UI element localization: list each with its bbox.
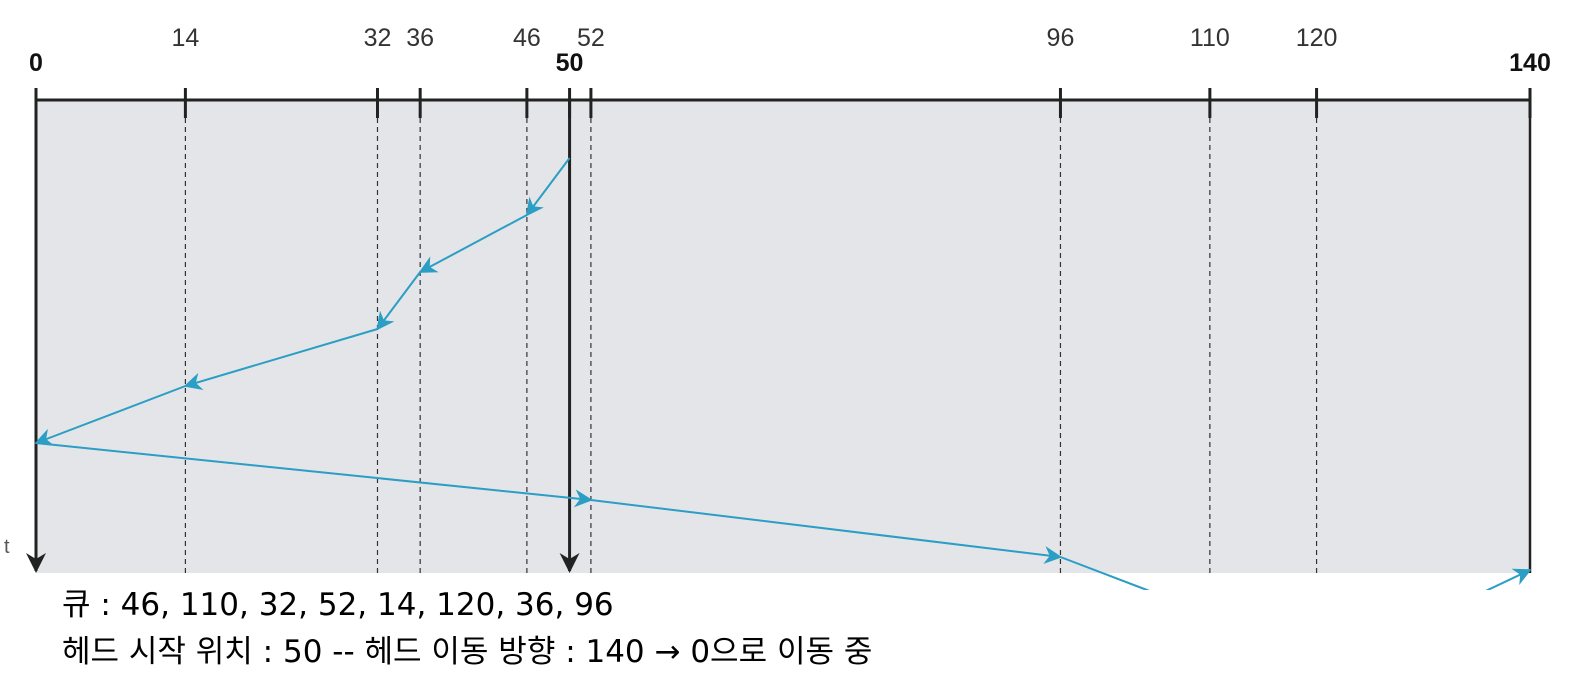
head-move-50-to-46 [525, 157, 571, 217]
tick-label-14: 14 [171, 24, 199, 52]
head-direction-caption: 헤드 시작 위치 : 50 -- 헤드 이동 방향 : 140 → 0으로 이동… [62, 634, 873, 670]
head-move-36-to-32 [376, 271, 421, 331]
head-move-32-to-14 [183, 328, 378, 391]
request-queue-caption: 큐 : 46, 110, 32, 52, 14, 120, 36, 96 [62, 587, 614, 623]
tick-label-120: 120 [1296, 24, 1338, 52]
diagram-background [36, 100, 1530, 573]
head-move-46-to-36 [418, 214, 528, 273]
tick-label-96: 96 [1047, 24, 1075, 52]
head-move-14-to-0 [34, 385, 186, 446]
time-axis-label: t [4, 536, 10, 558]
tick-label-140: 140 [1509, 49, 1551, 77]
head-move-0-to-52 [35, 442, 593, 508]
head-move-96-to-110 [1060, 556, 1150, 590]
head-move-120-to-140 [1485, 568, 1532, 590]
head-move-52-to-96 [590, 499, 1063, 564]
tick-label-52: 52 [577, 24, 605, 52]
tick-label-46: 46 [513, 24, 541, 52]
tick-label-36: 36 [406, 24, 434, 52]
tick-label-32: 32 [364, 24, 392, 52]
tick-label-50: 50 [556, 49, 584, 77]
tick-label-0: 0 [29, 49, 43, 77]
tick-label-110: 110 [1190, 24, 1230, 52]
